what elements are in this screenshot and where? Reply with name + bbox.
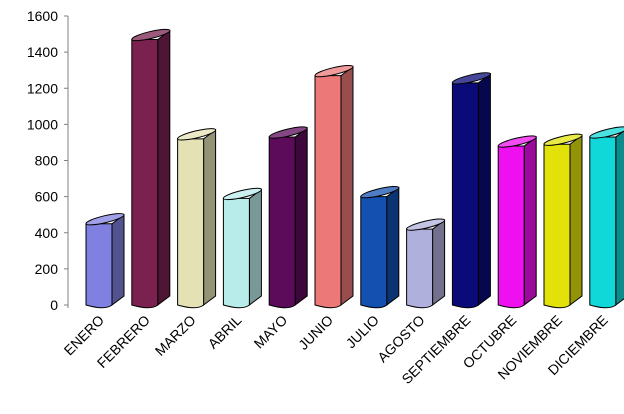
bar-side [340, 65, 354, 306]
y-axis-ticks: 0 200 400 600 800 1000 1200 1400 1600 [27, 8, 68, 313]
bar-top [543, 133, 583, 146]
bar-body [451, 82, 479, 309]
bar-side [569, 134, 583, 306]
bar-top [177, 128, 217, 141]
bar-top [497, 135, 537, 148]
bar-top [589, 126, 624, 139]
y-tick-label: 600 [35, 189, 59, 205]
bar-side [432, 219, 446, 306]
y-tick-label: 800 [35, 153, 59, 169]
bar-top [451, 72, 491, 85]
bar-top [268, 126, 308, 139]
y-tick-label: 1600 [27, 8, 58, 24]
bar-body [360, 196, 388, 309]
x-tick-label: ENERO [61, 312, 108, 359]
bar-body [222, 197, 250, 309]
bar-top [222, 187, 262, 201]
x-tick-label: ABRIL [205, 312, 245, 352]
y-tick-label: 1400 [27, 44, 58, 60]
bar-top [131, 28, 171, 42]
bar-agosto [406, 218, 446, 309]
y-tick-label: 200 [35, 261, 59, 277]
y-tick-label: 400 [35, 225, 59, 241]
bar-side [477, 72, 491, 306]
bar-side [248, 188, 262, 306]
bar-top [314, 64, 354, 78]
bar-top [406, 218, 446, 231]
bar-body [543, 143, 571, 309]
y-tick-label: 1000 [27, 116, 58, 132]
x-tick-label: MARZO [152, 312, 199, 359]
bar-side [111, 213, 125, 306]
bar-side [386, 186, 400, 306]
bar-diciembre [589, 126, 624, 309]
x-tick-label: JULIO [343, 312, 382, 351]
bar-mayo [268, 126, 308, 309]
bar-body [406, 228, 434, 309]
bar-side [523, 136, 537, 306]
bar-body [85, 223, 113, 309]
bar-body [177, 138, 205, 309]
bar-top [85, 213, 125, 226]
bar-side [203, 128, 217, 306]
y-tick-label: 1200 [27, 80, 58, 96]
bar-body [314, 75, 342, 309]
bar-enero [85, 213, 125, 309]
bar-body [589, 136, 617, 309]
bar-julio [360, 185, 400, 309]
bar-junio [314, 64, 354, 309]
y-tick-label: 0 [50, 297, 58, 313]
bar-abril [222, 187, 262, 309]
bar-side [615, 130, 624, 306]
bar-series [85, 28, 624, 309]
bar-noviembre [543, 133, 583, 309]
bar-febrero [131, 28, 171, 309]
bar-octubre [497, 135, 537, 309]
bar-marzo [177, 128, 217, 309]
bar-body [268, 136, 296, 309]
bar-side [157, 29, 171, 306]
x-tick-label: MAYO [251, 312, 291, 352]
bar-septiembre [451, 72, 491, 309]
bar-body [497, 145, 525, 309]
bar-top [360, 185, 400, 199]
x-tick-label: JUNIO [295, 312, 336, 353]
bar-side [294, 127, 308, 306]
bar-body [131, 38, 159, 309]
